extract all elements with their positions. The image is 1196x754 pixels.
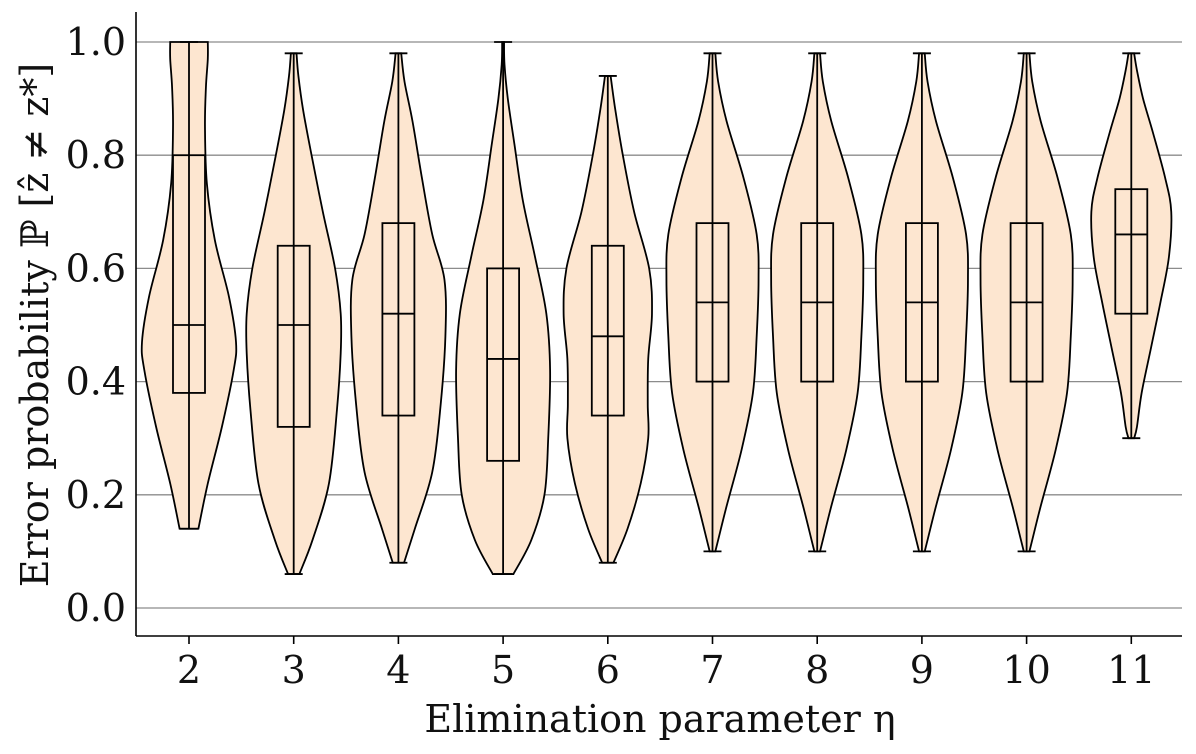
iqr-box (381, 222, 416, 417)
x-tick-label: 3 (282, 648, 306, 692)
iqr-box (172, 154, 206, 394)
x-tick-label: 4 (386, 648, 410, 692)
iqr-box (276, 244, 311, 428)
x-tick-label: 11 (1107, 648, 1155, 692)
iqr-box (486, 267, 521, 462)
x-tick-label: 10 (1002, 648, 1050, 692)
tick-labels: 0.0 0.2 0.4 0.6 0.8 1.0 2 3 4 5 6 7 8 9 10 11 (66, 20, 1156, 692)
x-tick-label: 2 (177, 648, 201, 692)
violin-group-8 (770, 52, 865, 553)
y-axis-label: Error probability ℙ [ẑ ≠ z*] (13, 63, 57, 588)
y-tick-label: 0.0 (66, 586, 126, 630)
y-tick-label: 0.8 (66, 133, 126, 177)
violin-group-6 (562, 75, 653, 564)
x-tick-label: 7 (700, 648, 724, 692)
x-tick-label: 9 (910, 648, 934, 692)
y-tick-label: 1.0 (66, 20, 126, 64)
y-tick-label: 0.4 (66, 360, 126, 404)
violin-group-7 (665, 52, 760, 553)
x-tick-label: 5 (491, 648, 515, 692)
violin-group-10 (979, 52, 1074, 553)
violin-group-5 (455, 41, 552, 575)
y-tick-label: 0.6 (66, 246, 126, 290)
violin-group-2 (140, 41, 238, 530)
violin-group-4 (349, 52, 447, 564)
iqr-box (1114, 188, 1149, 315)
axes (135, 12, 1182, 644)
x-axis-label: Elimination parameter η (424, 697, 895, 741)
x-tick-label: 6 (596, 648, 620, 692)
violin-group-11 (1090, 52, 1173, 440)
violins (140, 41, 1173, 575)
x-tick-label: 8 (805, 648, 829, 692)
y-tick-label: 0.2 (66, 473, 126, 517)
iqr-box (590, 244, 625, 417)
violin-group-9 (874, 52, 969, 553)
violin-group-3 (245, 52, 343, 575)
